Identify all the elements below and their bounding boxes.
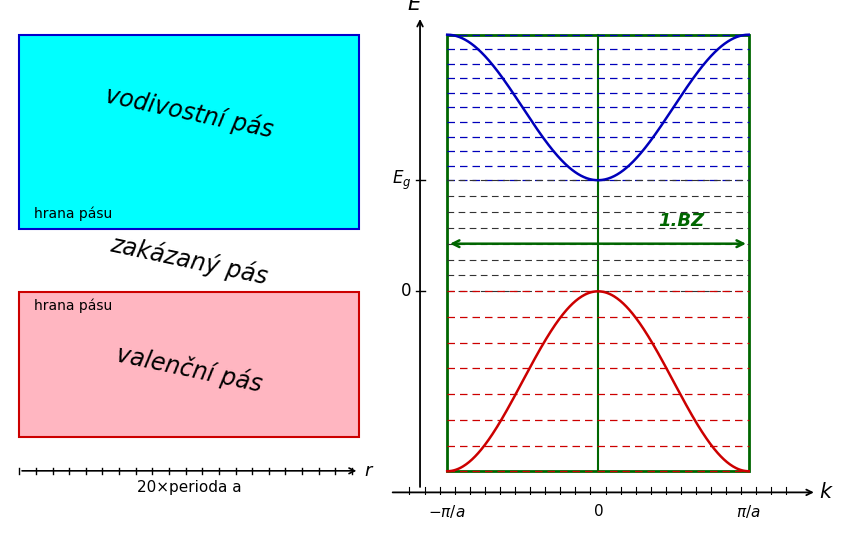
Text: $0$: $0$ <box>593 503 603 519</box>
Text: $-\pi/a$: $-\pi/a$ <box>428 503 466 520</box>
Text: zakázaný pás: zakázaný pás <box>108 231 270 289</box>
Text: $0$: $0$ <box>399 282 411 300</box>
Text: r: r <box>365 462 372 480</box>
Text: hrana pásu: hrana pásu <box>34 299 112 313</box>
Bar <box>19 35 359 228</box>
Text: vodivostní pás: vodivostní pás <box>103 82 276 143</box>
Text: k: k <box>820 483 832 503</box>
Text: hrana pásu: hrana pásu <box>34 207 112 221</box>
Text: E: E <box>407 0 420 14</box>
Bar <box>19 292 359 437</box>
Text: 1.BZ: 1.BZ <box>658 213 704 231</box>
Text: valenční pás: valenční pás <box>114 341 265 397</box>
Text: $\pi/a$: $\pi/a$ <box>737 503 761 520</box>
Text: 20×perioda a: 20×perioda a <box>137 480 241 495</box>
Bar <box>447 35 748 471</box>
Text: $E_g$: $E_g$ <box>392 169 411 192</box>
